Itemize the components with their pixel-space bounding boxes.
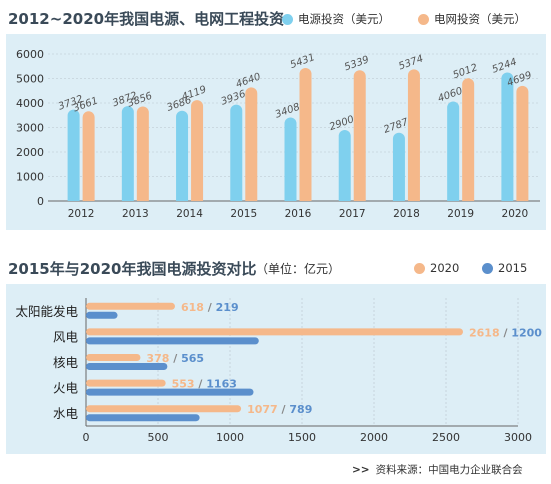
- data-label-2015: 565: [181, 352, 204, 365]
- data-label: 553 / 1163: [172, 378, 237, 391]
- x-tick-label: 0: [83, 431, 90, 444]
- bar-grid: [136, 106, 149, 201]
- chart2-legend-2020: 2020: [414, 261, 459, 275]
- x-tick-label: 2019: [447, 208, 474, 220]
- x-tick-label: 2000: [360, 431, 388, 444]
- bar-electric-source: [447, 101, 460, 201]
- x-tick-label: 2016: [285, 208, 312, 220]
- data-label-2020: 618: [181, 301, 204, 314]
- x-tick-label: 2013: [122, 208, 149, 220]
- bar-grid: [462, 78, 475, 201]
- bar-electric-source: [176, 110, 189, 201]
- x-tick-label: 1000: [216, 431, 244, 444]
- legend-label: 2015: [498, 261, 528, 275]
- legend-dot-icon: [282, 13, 293, 25]
- bar-2020: [86, 405, 242, 413]
- chart1-legend-electric-source: 电源投资（美元）: [282, 11, 390, 27]
- bar-electric-source: [121, 106, 134, 201]
- y-tick-label: 水电: [53, 406, 79, 421]
- y-tick-label: 5000: [16, 73, 44, 86]
- x-tick-label: 2018: [393, 208, 420, 220]
- data-label-separator: /: [500, 326, 512, 339]
- chart2-title: 2015年与2020年我国电源投资对比: [8, 260, 257, 278]
- data-label-2020: 2618: [469, 326, 500, 339]
- data-label-2015: 1163: [206, 378, 237, 391]
- bar-grid: [245, 87, 258, 201]
- legend-label: 2020: [430, 261, 460, 275]
- bar-2015: [86, 388, 254, 396]
- bar-electric-source: [67, 109, 80, 201]
- x-tick-label: 1500: [288, 431, 316, 444]
- x-tick-label: 3000: [504, 431, 532, 444]
- source-note: >> 资料来源：中国电力企业联合会: [352, 462, 523, 477]
- data-label: 2618 / 1200: [469, 326, 542, 339]
- bar-2020: [86, 328, 463, 336]
- x-tick-label: 2500: [432, 431, 460, 444]
- y-tick-label: 风电: [53, 329, 79, 344]
- chart1-svg: 0100020003000400050006000201237323661201…: [16, 48, 540, 220]
- x-tick-label: 2015: [230, 208, 257, 220]
- x-tick-label: 2020: [502, 208, 529, 220]
- bar-grid: [299, 67, 312, 202]
- bar-electric-source: [284, 117, 297, 201]
- x-tick-label: 500: [148, 431, 169, 444]
- x-tick-label: 2017: [339, 208, 366, 220]
- data-label-separator: /: [195, 378, 207, 391]
- bar-2015: [86, 311, 118, 319]
- data-label-separator: /: [169, 352, 181, 365]
- chart2-legend-2015: 2015: [482, 261, 527, 275]
- data-label-2015: 1200: [511, 326, 542, 339]
- y-tick-label: 火电: [53, 381, 79, 396]
- data-label-separator: /: [278, 403, 290, 416]
- bar-grid: [407, 69, 420, 201]
- chart1-title: 2012~2020年我国电源、电网工程投资: [8, 10, 285, 28]
- y-tick-label: 4000: [16, 97, 44, 110]
- legend-label: 电网投资（美元）: [434, 12, 526, 26]
- y-tick-label: 太阳能发电: [15, 304, 78, 319]
- source-text: 资料来源：中国电力企业联合会: [375, 464, 523, 476]
- y-tick-label: 1000: [16, 171, 44, 184]
- bar-2020: [86, 379, 166, 387]
- bar-grid: [353, 70, 366, 201]
- data-label-2020: 378: [146, 352, 169, 365]
- data-label-2015: 789: [289, 403, 312, 416]
- legend-label: 电源投资（美元）: [298, 12, 390, 26]
- bar-grid: [191, 100, 204, 201]
- y-tick-label: 核电: [53, 355, 79, 370]
- bar-grid: [516, 85, 529, 201]
- y-tick-label: 3000: [16, 122, 44, 135]
- bar-electric-source: [230, 104, 243, 201]
- bar-2015: [86, 337, 259, 345]
- bar-2020: [86, 354, 141, 361]
- data-label-2020: 1077: [247, 403, 278, 416]
- legend-dot-icon: [482, 262, 493, 274]
- bar-grid: [82, 111, 95, 201]
- bar-2015: [86, 414, 200, 422]
- data-label: 378 / 565: [146, 352, 204, 365]
- y-tick-label: 0: [37, 195, 44, 208]
- chart2-unit: （单位：亿元）: [256, 262, 341, 276]
- bar-2020: [86, 302, 175, 310]
- data-label: 1077 / 789: [247, 403, 312, 416]
- y-tick-label: 2000: [16, 146, 44, 159]
- bar-electric-source: [501, 72, 514, 202]
- legend-dot-icon: [414, 262, 425, 274]
- data-label-separator: /: [204, 301, 216, 314]
- x-tick-label: 2012: [68, 208, 95, 220]
- data-label-2020: 553: [172, 378, 195, 391]
- bar-2015: [86, 363, 168, 370]
- bar-electric-source: [392, 132, 405, 201]
- data-label-2015: 219: [216, 301, 239, 314]
- source-arrow-icon: >>: [352, 464, 370, 476]
- data-label: 618 / 219: [181, 301, 239, 314]
- legend-dot-icon: [418, 13, 429, 25]
- bar-electric-source: [338, 129, 351, 201]
- x-tick-label: 2014: [176, 208, 203, 220]
- y-tick-label: 6000: [16, 48, 44, 61]
- chart1-legend-grid: 电网投资（美元）: [418, 11, 526, 27]
